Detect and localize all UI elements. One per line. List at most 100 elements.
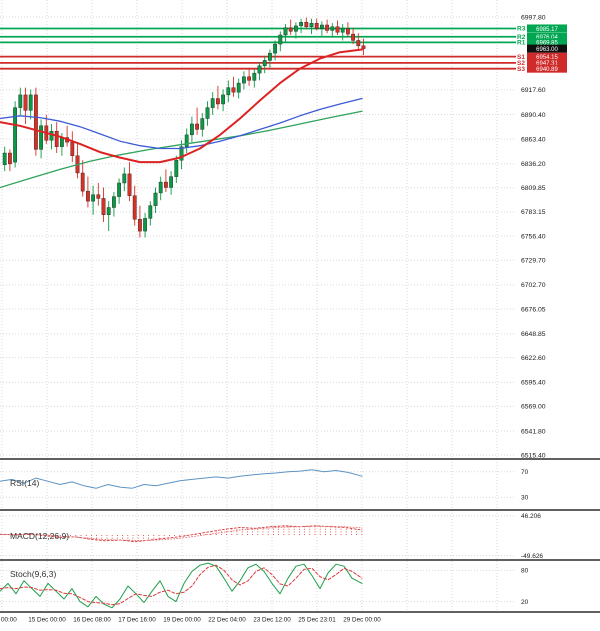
candle-body <box>221 94 225 105</box>
price-axis-label: 6676.05 <box>521 306 546 313</box>
price-axis-label: 6702.70 <box>521 282 546 289</box>
date-axis-label: 17 Dec 16:00 <box>118 617 156 624</box>
pivot-badge-r1 <box>527 38 567 47</box>
candle-body <box>184 134 189 147</box>
rsi-level-label: 70 <box>521 469 529 476</box>
candle-body <box>34 94 38 150</box>
candle-body <box>361 45 366 49</box>
candle-body <box>39 125 44 150</box>
candle-body <box>101 198 106 215</box>
candle-body <box>179 146 184 161</box>
pivot-label-s2: S2 <box>517 60 525 67</box>
date-axis-label: 19 Dec 00:00 <box>163 617 201 624</box>
pivot-badge-value: 6954.15 <box>536 55 558 61</box>
price-axis-label: 6622.60 <box>521 355 546 362</box>
candle-body <box>169 176 173 188</box>
candle-body <box>309 22 314 28</box>
candle-body <box>111 196 116 208</box>
date-axis-label: 16 Dec 08:00 <box>73 617 111 624</box>
candle-body <box>23 94 28 111</box>
candle-body <box>330 26 335 31</box>
rsi-level-label: 30 <box>521 495 529 502</box>
candle-body <box>320 24 324 29</box>
macd-level-label: -49.626 <box>521 553 543 560</box>
stoch-label: Stoch(9,6,3) <box>10 569 57 579</box>
pivot-badge-s1 <box>527 52 567 61</box>
pivot-badge-r3 <box>527 24 567 33</box>
candle-body <box>60 137 64 147</box>
macd-label: MACD(12,26,9) <box>10 531 70 541</box>
candle-body <box>28 94 33 111</box>
pivot-label-r1: R1 <box>517 40 526 47</box>
pivot-label-r3: R3 <box>517 26 526 33</box>
pivot-badge-value: 6976.04 <box>536 35 558 41</box>
candle-body <box>346 28 350 35</box>
price-axis-label: 6648.85 <box>521 331 546 338</box>
current-price-badge <box>527 44 567 53</box>
date-axis-label: 00:00 <box>1 617 17 624</box>
candle-body <box>205 107 210 119</box>
candle-body <box>226 87 231 96</box>
candle-body <box>314 22 319 29</box>
price-axis-label: 6541.80 <box>521 428 546 435</box>
candle-body <box>85 190 90 202</box>
macd-signal-line <box>0 525 363 541</box>
price-axis-label: 6515.40 <box>521 452 546 459</box>
candle-body <box>268 52 272 61</box>
candle-body <box>2 152 7 166</box>
price-axis-label: 6809.85 <box>521 185 546 192</box>
candle-body <box>143 218 147 232</box>
pivot-label-s1: S1 <box>517 54 525 61</box>
candle-body <box>278 34 283 45</box>
price-axis-label: 6836.20 <box>521 161 546 168</box>
pivot-label-s3: S3 <box>517 66 525 73</box>
stoch-k-line <box>0 562 363 609</box>
candle-body <box>236 82 241 93</box>
candle-body <box>200 118 205 130</box>
candle-body <box>49 131 54 141</box>
candle-body <box>210 98 215 108</box>
date-axis-label: 15 Dec 00:00 <box>28 617 66 624</box>
macd-level-label: 46.206 <box>521 513 541 520</box>
candle-body <box>153 192 158 206</box>
candle-body <box>283 27 288 36</box>
pivot-badge-value: 6940.89 <box>536 67 558 73</box>
candle-body <box>174 160 179 177</box>
date-axis-label: 22 Dec 04:00 <box>208 617 246 624</box>
price-axis-label: 6569.00 <box>521 404 546 411</box>
candle-body <box>325 24 329 31</box>
candle-body <box>351 33 355 41</box>
rsi-label: RSI(14) <box>10 478 40 488</box>
price-axis-label: 6890.40 <box>521 112 546 119</box>
price-axis-label: 6917.60 <box>521 87 546 94</box>
date-axis-label: 23 Dec 12:00 <box>253 617 291 624</box>
current-price-value: 6963.00 <box>536 47 558 53</box>
price-axis-label: 6729.70 <box>521 258 546 265</box>
pivot-badge-s3 <box>527 64 567 73</box>
candle-body <box>241 76 246 84</box>
candle-body <box>356 40 361 47</box>
ma-fast-red <box>0 48 363 164</box>
candle-body <box>257 65 262 74</box>
candle-body <box>106 207 111 215</box>
candle-body <box>7 152 12 165</box>
candle-body <box>252 72 257 81</box>
price-axis-label: 6997.80 <box>521 14 546 21</box>
stoch-d-line <box>0 564 363 606</box>
pivot-badge-value: 6985.17 <box>536 27 558 33</box>
candle-body <box>231 87 236 93</box>
date-axis-label: 25 Dec 23:01 <box>298 617 336 624</box>
candle-body <box>122 173 127 184</box>
price-axis-label: 6783.15 <box>521 209 546 216</box>
price-axis-label: 6863.40 <box>521 136 546 143</box>
date-axis-label: 29 Dec 00:00 <box>343 617 381 624</box>
candle-body <box>127 173 132 196</box>
stoch-level-label: 20 <box>521 599 529 606</box>
candle-body <box>288 27 293 32</box>
pivot-badge-value: 6947.31 <box>536 61 558 67</box>
candle-body <box>335 26 340 33</box>
ma-mid-blue <box>0 97 363 150</box>
candle-body <box>273 43 277 54</box>
candle-body <box>163 181 168 188</box>
